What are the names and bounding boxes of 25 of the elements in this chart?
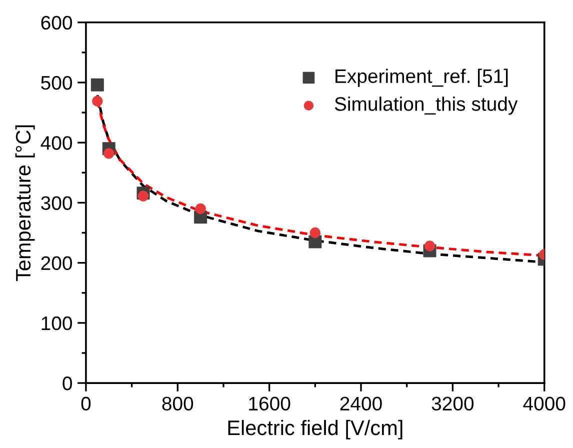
point <box>424 240 436 252</box>
y-tick-label: 400 <box>40 136 72 150</box>
point <box>92 96 103 106</box>
x-tick-label: 3200 <box>432 396 474 411</box>
x-tick-label: 800 <box>162 396 194 411</box>
x-tick-label: 2400 <box>340 396 382 411</box>
y-tick-label: 200 <box>41 256 72 270</box>
point <box>195 203 206 214</box>
y-tick-label: 0 <box>62 376 72 390</box>
y-axis-title: Temperature [°C] <box>15 125 35 282</box>
point <box>138 190 149 202</box>
x-axis-title: Electric field [V/cm] <box>228 420 402 440</box>
x-tick-label: 4000 <box>523 396 566 411</box>
legend-label: Experiment_ref. [51] <box>336 68 508 87</box>
point <box>90 78 104 92</box>
y-tick-label: 300 <box>41 196 72 210</box>
x-tick-label: 1600 <box>249 396 290 411</box>
point <box>310 227 321 238</box>
y-tick-label: 500 <box>41 76 72 90</box>
y-tick-label: 600 <box>41 16 72 30</box>
y-tick-label: 100 <box>42 316 72 330</box>
x-tick-label: 0 <box>81 396 91 411</box>
point <box>308 235 322 248</box>
point <box>104 148 114 159</box>
legend-label: Simulation_this study <box>334 96 518 115</box>
